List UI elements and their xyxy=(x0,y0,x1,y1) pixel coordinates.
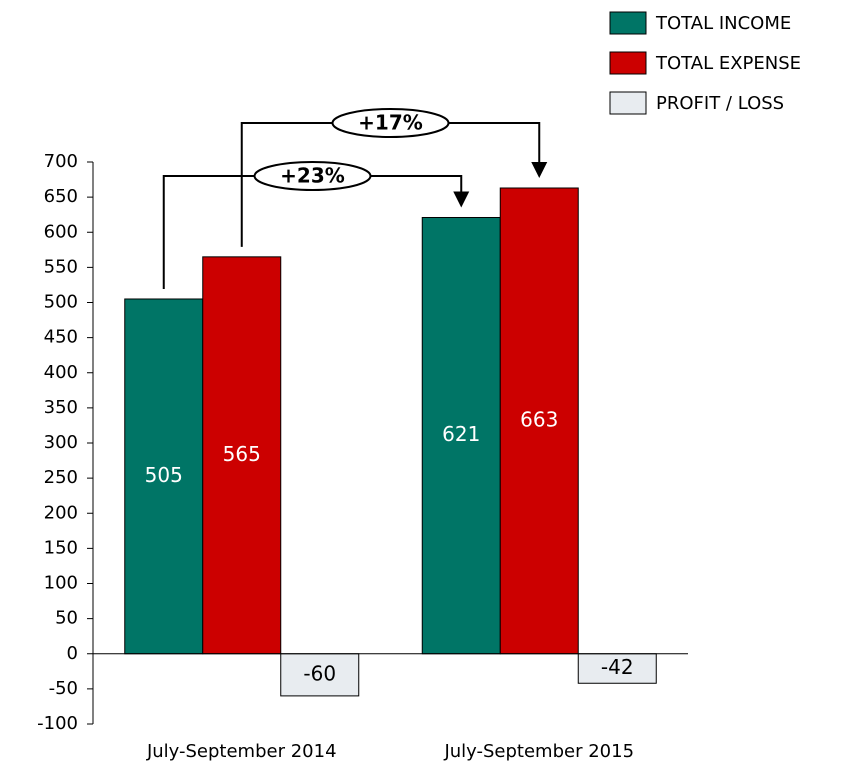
bar xyxy=(124,298,204,655)
legend-swatch xyxy=(609,11,647,35)
x-tick-label: July-September 2015 xyxy=(443,741,634,762)
x-tick-label: July-September 2014 xyxy=(146,741,337,762)
y-tick-label: 400 xyxy=(44,362,78,383)
bar xyxy=(421,216,501,655)
annotation-text: +23% xyxy=(280,164,345,188)
annotation-bubble xyxy=(253,161,372,191)
data-label: 565 xyxy=(223,442,261,466)
y-tick-label: -50 xyxy=(49,678,78,699)
y-tick-label: 100 xyxy=(44,573,78,594)
annotation-bubble xyxy=(331,108,450,138)
annotation-text: +17% xyxy=(358,111,423,135)
y-tick-label: 600 xyxy=(44,221,78,242)
y-tick-label: 450 xyxy=(44,327,78,348)
y-tick-label: 350 xyxy=(44,397,78,418)
y-tick-label: 550 xyxy=(44,256,78,277)
y-tick-label: 700 xyxy=(44,151,78,172)
legend-label: PROFIT / LOSS xyxy=(656,93,784,114)
legend-label: TOTAL INCOME xyxy=(655,13,791,34)
bar xyxy=(280,653,360,697)
annotation-arrow xyxy=(531,161,548,178)
y-tick-label: 50 xyxy=(55,608,78,629)
data-label: -42 xyxy=(601,655,634,679)
y-tick-label: 250 xyxy=(44,467,78,488)
data-label: 663 xyxy=(520,407,558,431)
y-tick-label: 650 xyxy=(44,186,78,207)
data-label: 621 xyxy=(442,422,480,446)
annotation-arrow xyxy=(453,191,470,208)
y-tick-label: -100 xyxy=(37,713,78,734)
legend-swatch xyxy=(609,91,647,115)
data-label: 505 xyxy=(145,463,183,487)
y-tick-label: 500 xyxy=(44,292,78,313)
y-tick-label: 300 xyxy=(44,432,78,453)
bar xyxy=(202,256,282,655)
legend-label: TOTAL EXPENSE xyxy=(655,53,801,74)
bar xyxy=(499,187,579,655)
legend-swatch xyxy=(609,51,647,75)
data-label: -60 xyxy=(303,661,336,685)
y-tick-label: 0 xyxy=(67,643,78,664)
bar xyxy=(577,653,657,684)
y-tick-label: 200 xyxy=(44,502,78,523)
y-tick-label: 150 xyxy=(44,537,78,558)
